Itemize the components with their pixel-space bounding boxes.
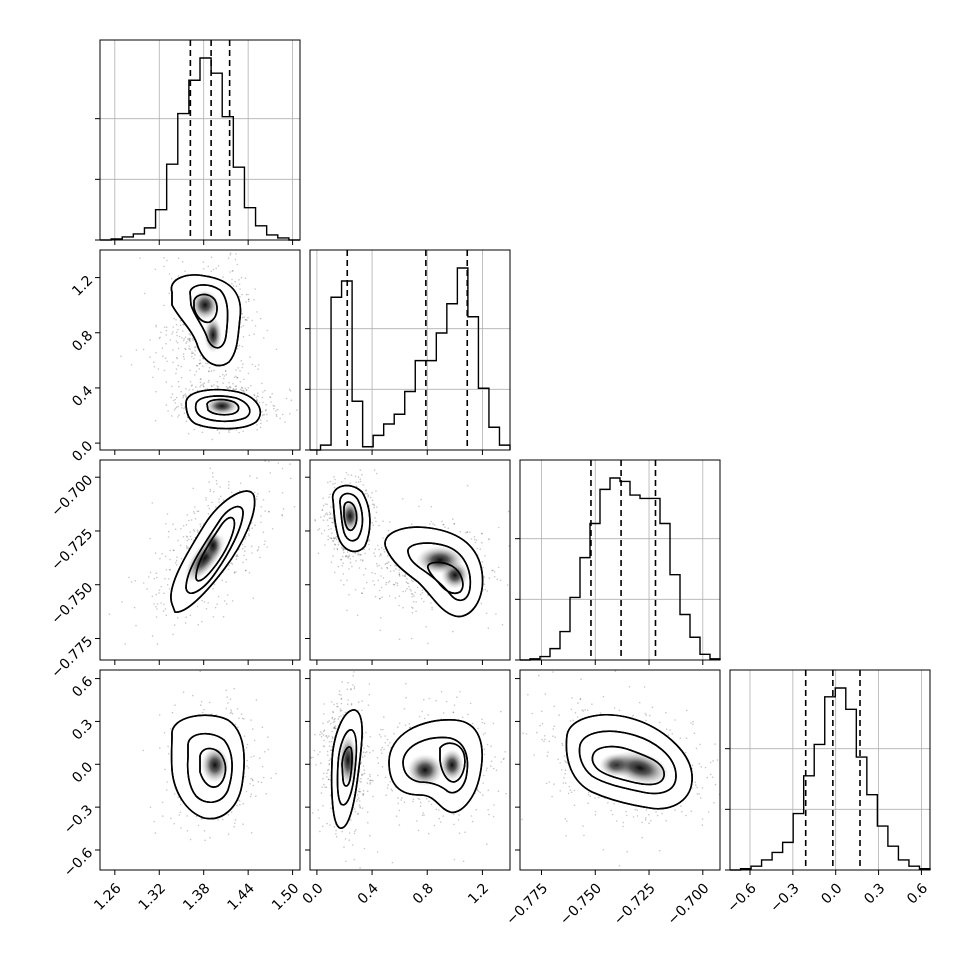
hist2d-panel-2-3 (515, 669, 721, 875)
x-tick-labels-col-0: 1.26 1.32 1.38 1.44 1.50 (91, 880, 302, 913)
x-tick-label: 0.0 (300, 880, 327, 907)
density-peak (407, 754, 443, 786)
y-tick-label: 1.2 (69, 273, 96, 300)
contour-line-2 (343, 501, 358, 532)
grid-lines (310, 250, 510, 451)
contour-line-1 (339, 492, 364, 542)
hist-panel-0 (95, 39, 301, 245)
hist-panel-2 (515, 459, 721, 665)
y-tick-label: 0.4 (69, 383, 96, 410)
x-tick-label: 1.50 (269, 880, 302, 913)
contour-line-4 (194, 395, 251, 423)
x-tick-label: 0.0 (818, 880, 845, 907)
contour-line-0 (170, 274, 242, 367)
y-tick-label: −0.6 (61, 845, 96, 880)
y-tick-label: 0.8 (69, 328, 96, 355)
histogram-steps (520, 477, 721, 661)
x-tick-label: 1.32 (136, 880, 169, 913)
density-peak (204, 531, 222, 559)
y-tick-label: −0.3 (61, 802, 96, 837)
contour-line-0 (170, 490, 256, 613)
panel-frame (99, 39, 301, 241)
hist-panel-3 (725, 669, 931, 875)
contour-line-5 (427, 561, 464, 595)
x-tick-label: 0.6 (904, 880, 931, 907)
hist2d-panel-0-1 (95, 249, 301, 455)
y-tick-label: −0.775 (48, 633, 96, 681)
contour-line-1 (189, 284, 229, 349)
contour-line-0 (332, 484, 371, 553)
histogram-steps (100, 57, 300, 241)
contour-line-2 (341, 746, 353, 787)
y-tick-label: 0.3 (69, 716, 96, 743)
contour-line-0 (565, 714, 693, 810)
x-tick-labels-col-1: 0.0 0.4 0.8 1.2 (300, 880, 493, 907)
contour-line-1 (186, 732, 233, 803)
x-tick-label: −0.725 (611, 880, 659, 928)
hist2d-panel-1-3 (305, 669, 511, 875)
x-tick-label: 0.3 (861, 880, 888, 907)
panel-frame (309, 249, 511, 451)
density-peak (610, 750, 670, 786)
y-tick-labels-row-2: −0.775 −0.750 −0.725 −0.700 (48, 472, 96, 681)
x-tick-label: 1.38 (180, 880, 213, 913)
x-tick-label: −0.775 (503, 880, 551, 928)
panel-frame (519, 459, 721, 661)
x-tick-label: 0.8 (410, 880, 437, 907)
y-tick-label: −0.700 (48, 472, 96, 520)
panel-frame (99, 459, 301, 661)
contour-line-2 (199, 747, 227, 788)
contour-line-4 (402, 736, 469, 794)
histogram-steps (730, 687, 931, 871)
contour-line-0 (170, 714, 245, 820)
panel-frame (99, 249, 301, 451)
contour-line-0 (330, 709, 363, 829)
x-tick-label: 0.4 (355, 880, 382, 907)
x-tick-label: 1.2 (465, 880, 492, 907)
y-tick-label: 0.0 (69, 759, 96, 786)
contour-line-2 (193, 293, 218, 324)
y-tick-label: −0.725 (48, 526, 96, 574)
contour-line-5 (206, 398, 240, 416)
hist-panel-1 (305, 249, 511, 455)
contour-line-3 (388, 719, 483, 814)
panel-frame (519, 669, 721, 871)
x-tick-label: −0.6 (724, 880, 759, 915)
density-peak (204, 317, 222, 353)
contour-line-1 (578, 730, 677, 795)
x-tick-labels-col-3: −0.6 −0.3 0.0 0.3 0.6 (724, 880, 931, 915)
panel-frame (729, 669, 931, 871)
hist2d-panel-0-2 (95, 459, 301, 665)
x-tick-label: −0.700 (665, 880, 713, 928)
panel-frame (309, 669, 511, 871)
y-tick-labels-row-3: −0.6 −0.3 0.0 0.3 0.6 (61, 673, 96, 880)
contour-line-5 (439, 742, 466, 783)
contour-line-1 (185, 505, 244, 594)
y-tick-label: −0.750 (48, 580, 96, 628)
hist2d-panel-0-3 (95, 669, 301, 875)
contour-line-2 (591, 745, 665, 786)
histogram-steps (310, 267, 511, 451)
x-tick-labels-col-2: −0.775 −0.750 −0.725 −0.700 (503, 880, 712, 928)
contour-line-4 (407, 542, 472, 601)
x-tick-label: 1.26 (91, 880, 124, 913)
x-tick-label: −0.750 (557, 880, 605, 928)
density-peak (339, 734, 357, 786)
contour-line-2 (195, 516, 236, 582)
y-tick-labels-row-1: 0.0 0.4 0.8 1.2 (69, 273, 96, 466)
density-peak (440, 749, 464, 781)
hist2d-panel-1-2 (305, 459, 511, 665)
contour-line-1 (336, 729, 358, 806)
x-tick-label: −0.3 (767, 880, 802, 915)
panel-frame (99, 669, 301, 871)
x-tick-label: 1.44 (225, 880, 258, 913)
y-tick-label: 0.6 (69, 673, 96, 700)
panel-frame (309, 459, 511, 661)
y-tick-label: 0.0 (69, 438, 96, 465)
grid-lines (730, 670, 930, 871)
contour-line-3 (384, 526, 484, 618)
contour-line-3 (185, 388, 262, 430)
